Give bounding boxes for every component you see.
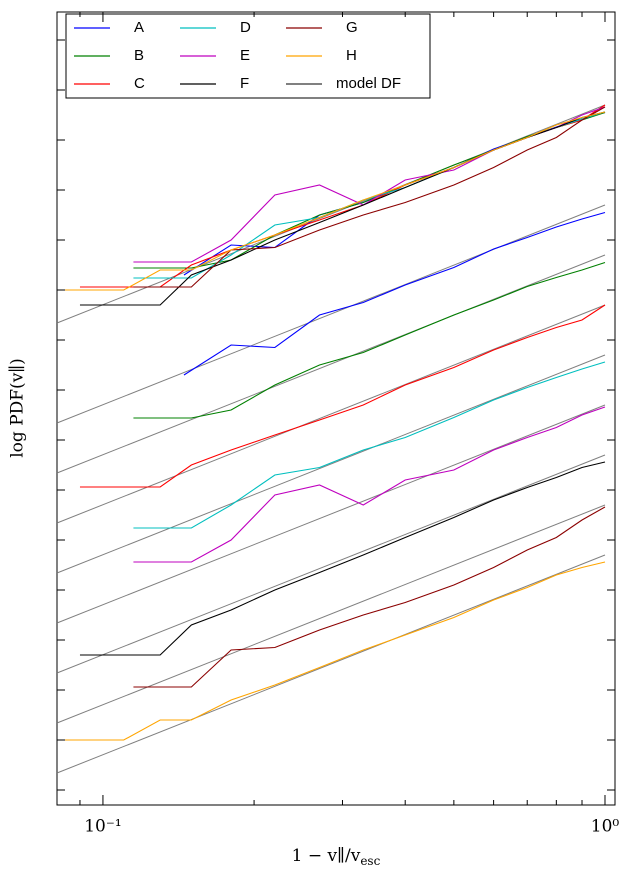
model-line	[56, 554, 606, 774]
data-line	[133, 111, 606, 279]
data-line	[133, 361, 606, 529]
x-axis-label: 1 − v∥/vesc	[292, 846, 381, 868]
legend-label: F	[240, 75, 249, 92]
x-tick-label: 10⁰	[591, 817, 620, 837]
model-line	[56, 354, 606, 574]
x-tick-label: 10⁻¹	[84, 817, 121, 837]
data-line	[133, 506, 606, 688]
legend-label: D	[240, 19, 251, 36]
y-axis-label: log PDF(v∥)	[8, 358, 28, 458]
legend-label: G	[346, 19, 358, 36]
data-line	[79, 461, 606, 656]
legend-label: B	[134, 47, 144, 64]
data-line	[133, 261, 606, 419]
plot-frame	[56, 11, 616, 806]
data-line	[133, 406, 606, 563]
x-axis-label-main: 1 − v∥/v	[292, 846, 361, 866]
plot-area	[56, 104, 606, 774]
data-line	[79, 111, 606, 306]
data-line	[133, 111, 606, 269]
data-line	[183, 211, 606, 376]
legend-label: H	[346, 47, 357, 64]
model-line	[56, 504, 606, 724]
data-line	[133, 106, 606, 263]
model-line	[56, 204, 606, 424]
model-line	[56, 254, 606, 474]
x-axis-label-sub: esc	[360, 854, 380, 868]
model-line	[56, 454, 606, 674]
data-line	[79, 304, 606, 488]
data-line	[57, 561, 606, 741]
legend-label: C	[134, 75, 145, 92]
legend-label: E	[240, 47, 250, 64]
data-line	[57, 111, 606, 291]
legend-box	[65, 13, 431, 99]
model-line	[56, 404, 606, 624]
legend-label: model DF	[336, 75, 401, 92]
legend-label: A	[134, 19, 144, 36]
